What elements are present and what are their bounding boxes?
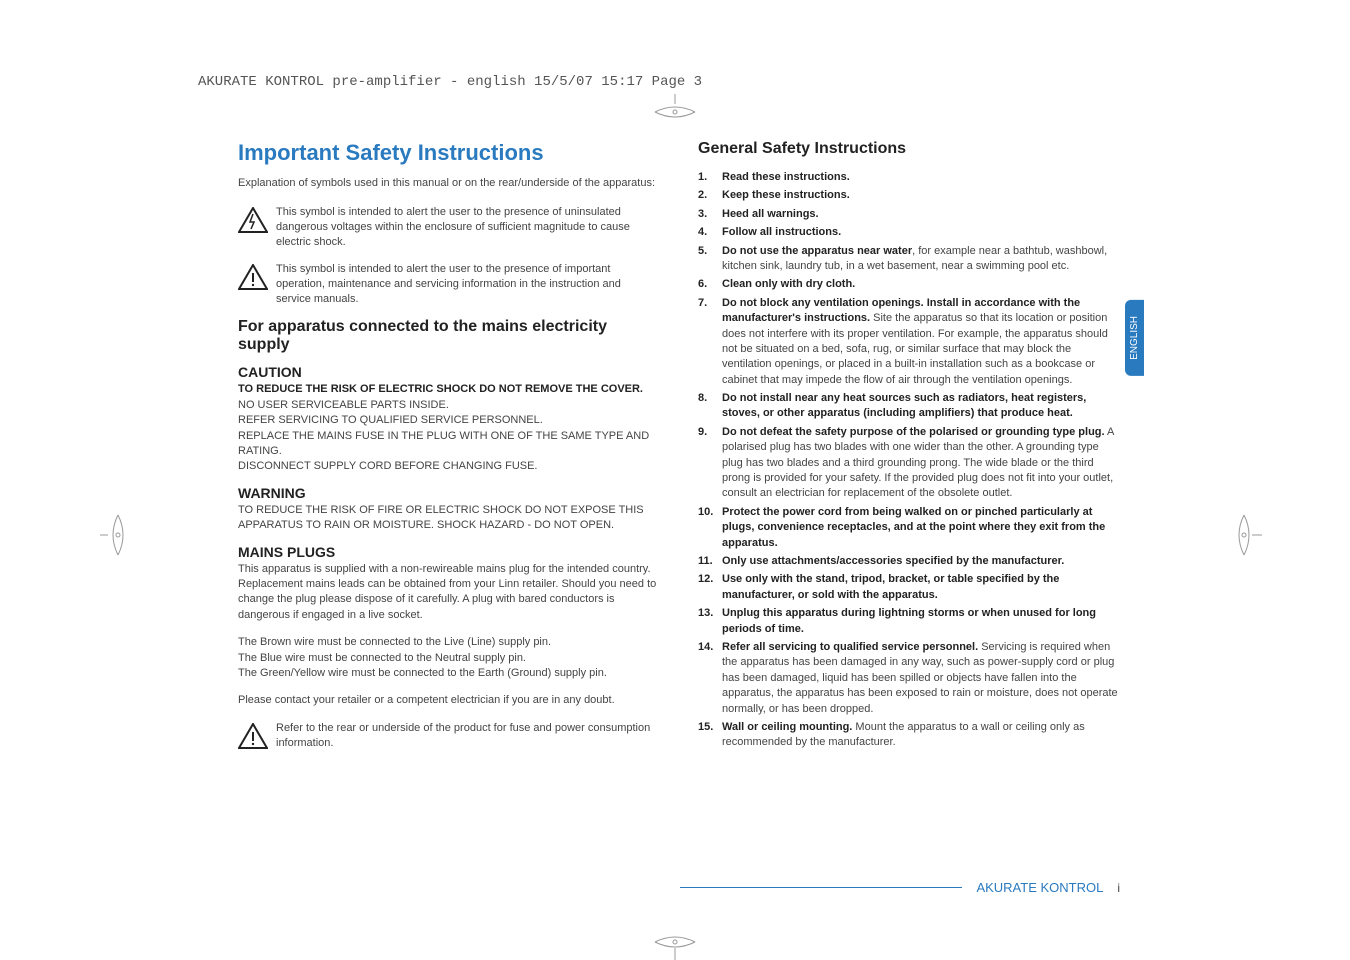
main-title: Important Safety Instructions xyxy=(238,140,658,166)
safety-item-lead: Keep these instructions. xyxy=(722,189,850,201)
info-triangle-icon xyxy=(238,264,268,290)
safety-item: Do not block any ventilation openings. I… xyxy=(698,296,1118,388)
crop-mark-icon xyxy=(645,94,705,124)
symbol-fuse-text: Refer to the rear or underside of the pr… xyxy=(276,721,658,751)
safety-list: Read these instructions. Keep these instr… xyxy=(698,170,1118,751)
safety-item-lead: Do not use the apparatus near water xyxy=(722,245,912,257)
symbol-fuse: Refer to the rear or underside of the pr… xyxy=(238,721,658,751)
page-footer: AKURATE KONTROL i xyxy=(680,880,1120,895)
wire-line: The Blue wire must be connected to the N… xyxy=(238,651,658,666)
safety-item-lead: Protect the power cord from being walked… xyxy=(722,506,1105,549)
safety-item: Protect the power cord from being walked… xyxy=(698,505,1118,551)
safety-item-lead: Use only with the stand, tripod, bracket… xyxy=(722,573,1059,600)
crop-mark-icon xyxy=(645,930,705,960)
safety-item: Refer all servicing to qualified service… xyxy=(698,640,1118,717)
footer-rule xyxy=(680,887,962,888)
symbol-shock: This symbol is intended to alert the use… xyxy=(238,205,658,250)
right-column: General Safety Instructions Read these i… xyxy=(698,140,1118,762)
safety-item-lead: Wall or ceiling mounting. xyxy=(722,721,852,733)
safety-item-lead: Read these instructions. xyxy=(722,171,850,183)
left-column: Important Safety Instructions Explanatio… xyxy=(238,140,658,762)
wire-line: The Green/Yellow wire must be connected … xyxy=(238,666,658,681)
caution-line: REFER SERVICING TO QUALIFIED SERVICE PER… xyxy=(238,413,658,428)
caution-heading: CAUTION xyxy=(238,364,658,380)
safety-item: Do not use the apparatus near water, for… xyxy=(698,244,1118,275)
safety-item-lead: Do not defeat the safety purpose of the … xyxy=(722,426,1105,438)
general-title: General Safety Instructions xyxy=(698,140,1118,158)
safety-item: Follow all instructions. xyxy=(698,225,1118,240)
mains-heading: For apparatus connected to the mains ele… xyxy=(238,318,658,354)
caution-bold: TO REDUCE THE RISK OF ELECTRIC SHOCK DO … xyxy=(238,382,658,397)
contact-para: Please contact your retailer or a compet… xyxy=(238,693,658,708)
wire-line: The Brown wire must be connected to the … xyxy=(238,635,658,650)
print-header: AKURATE KONTROL pre-amplifier - english … xyxy=(198,74,702,90)
warning-text: TO REDUCE THE RISK OF FIRE OR ELECTRIC S… xyxy=(238,503,658,534)
safety-item-lead: Unplug this apparatus during lightning s… xyxy=(722,607,1096,634)
symbol-info-text: This symbol is intended to alert the use… xyxy=(276,262,658,307)
language-tab: ENGLISH xyxy=(1125,300,1144,376)
safety-item-lead: Only use attachments/accessories specifi… xyxy=(722,555,1064,567)
crop-mark-icon xyxy=(100,505,130,565)
footer-page-number: i xyxy=(1117,881,1120,895)
intro-text: Explanation of symbols used in this manu… xyxy=(238,176,658,191)
safety-item: Only use attachments/accessories specifi… xyxy=(698,554,1118,569)
safety-item: Heed all warnings. xyxy=(698,207,1118,222)
symbol-shock-text: This symbol is intended to alert the use… xyxy=(276,205,658,250)
safety-item: Unplug this apparatus during lightning s… xyxy=(698,606,1118,637)
safety-item: Wall or ceiling mounting. Mount the appa… xyxy=(698,720,1118,751)
safety-item: Do not defeat the safety purpose of the … xyxy=(698,425,1118,502)
safety-item-lead: Refer all servicing to qualified service… xyxy=(722,641,978,653)
caution-line: NO USER SERVICEABLE PARTS INSIDE. xyxy=(238,398,658,413)
safety-item: Do not install near any heat sources suc… xyxy=(698,391,1118,422)
caution-line: REPLACE THE MAINS FUSE IN THE PLUG WITH … xyxy=(238,429,658,460)
safety-item: Use only with the stand, tripod, bracket… xyxy=(698,572,1118,603)
symbol-info: This symbol is intended to alert the use… xyxy=(238,262,658,307)
info-triangle-icon xyxy=(238,723,268,749)
safety-item-lead: Clean only with dry cloth. xyxy=(722,278,855,290)
footer-title: AKURATE KONTROL xyxy=(976,880,1103,895)
page-content: Important Safety Instructions Explanatio… xyxy=(238,140,1118,762)
plugs-heading: MAINS PLUGS xyxy=(238,544,658,560)
safety-item-lead: Heed all warnings. xyxy=(722,208,819,220)
safety-item: Read these instructions. xyxy=(698,170,1118,185)
safety-item-lead: Follow all instructions. xyxy=(722,226,841,238)
safety-item-lead: Do not install near any heat sources suc… xyxy=(722,392,1086,419)
plugs-para: This apparatus is supplied with a non-re… xyxy=(238,562,658,624)
shock-triangle-icon xyxy=(238,207,268,233)
caution-line: DISCONNECT SUPPLY CORD BEFORE CHANGING F… xyxy=(238,459,658,474)
warning-heading: WARNING xyxy=(238,485,658,501)
safety-item: Keep these instructions. xyxy=(698,188,1118,203)
crop-mark-icon xyxy=(1232,505,1262,565)
safety-item: Clean only with dry cloth. xyxy=(698,277,1118,292)
